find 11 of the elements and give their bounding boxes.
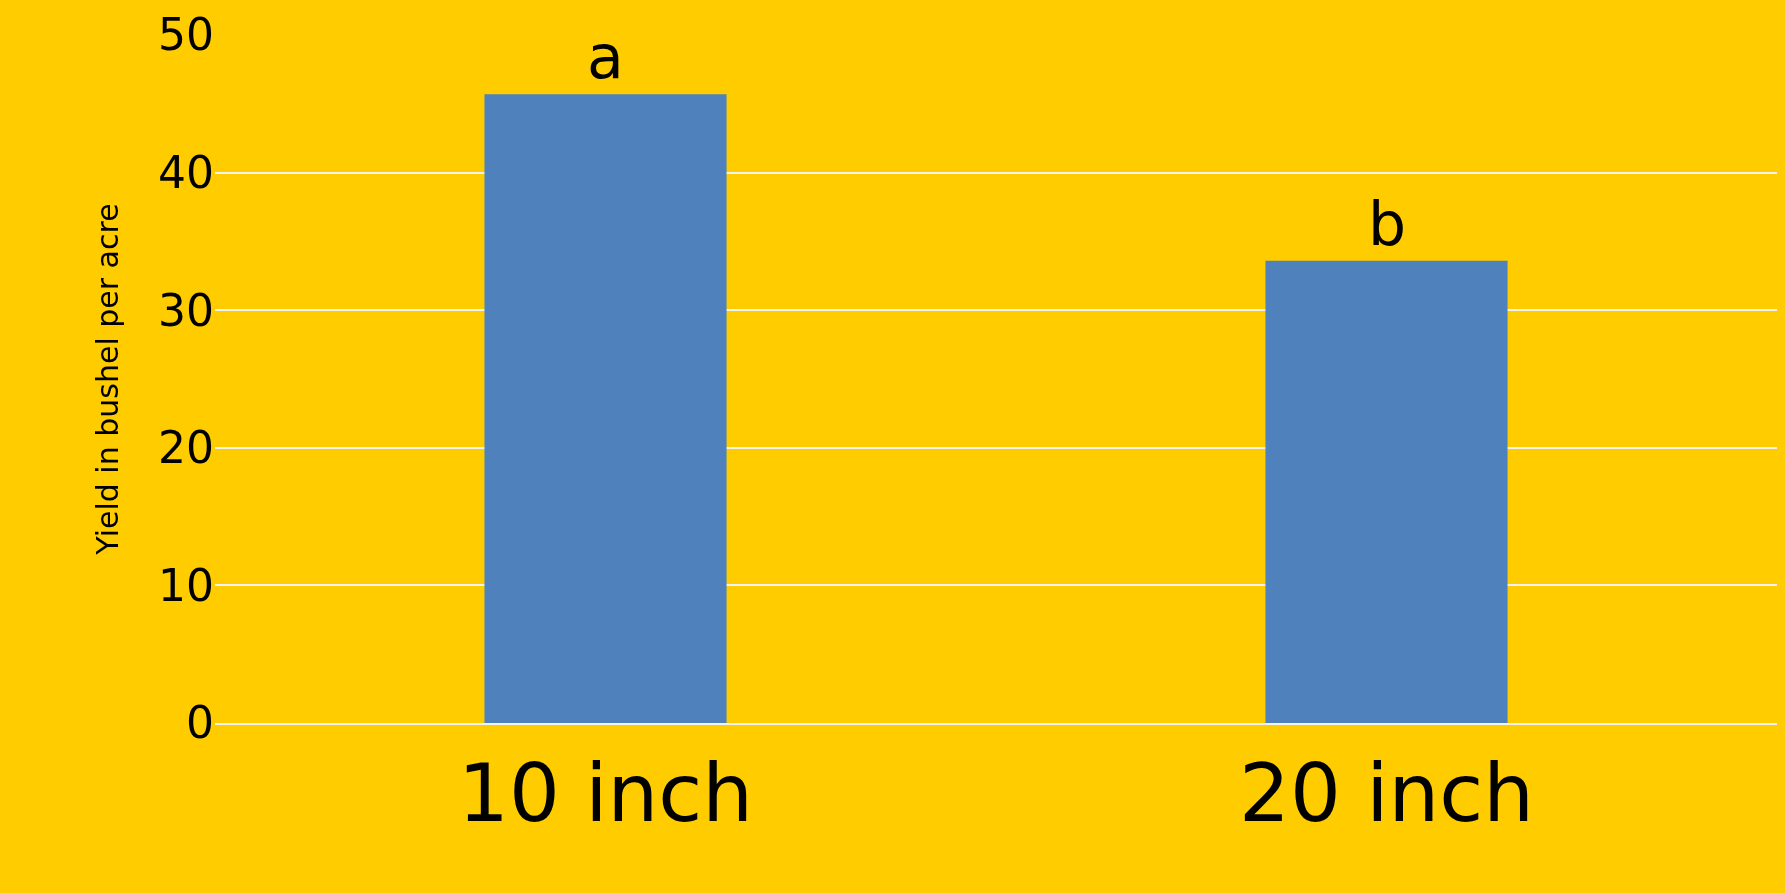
y-tick-label: 30 xyxy=(158,284,214,336)
y-axis-title: Yield in bushel per acre xyxy=(90,203,125,556)
annotation: a xyxy=(587,22,624,92)
y-tick-label: 20 xyxy=(158,422,214,474)
y-tick-label: 0 xyxy=(186,697,214,749)
x-tick-label: 10 inch xyxy=(458,746,753,840)
y-tick-label: 50 xyxy=(158,9,214,61)
y-tick-label: 40 xyxy=(158,147,214,198)
x-tick-label: 20 inch xyxy=(1239,746,1534,840)
annotation: b xyxy=(1368,189,1407,259)
y-tick-label: 10 xyxy=(158,559,214,611)
